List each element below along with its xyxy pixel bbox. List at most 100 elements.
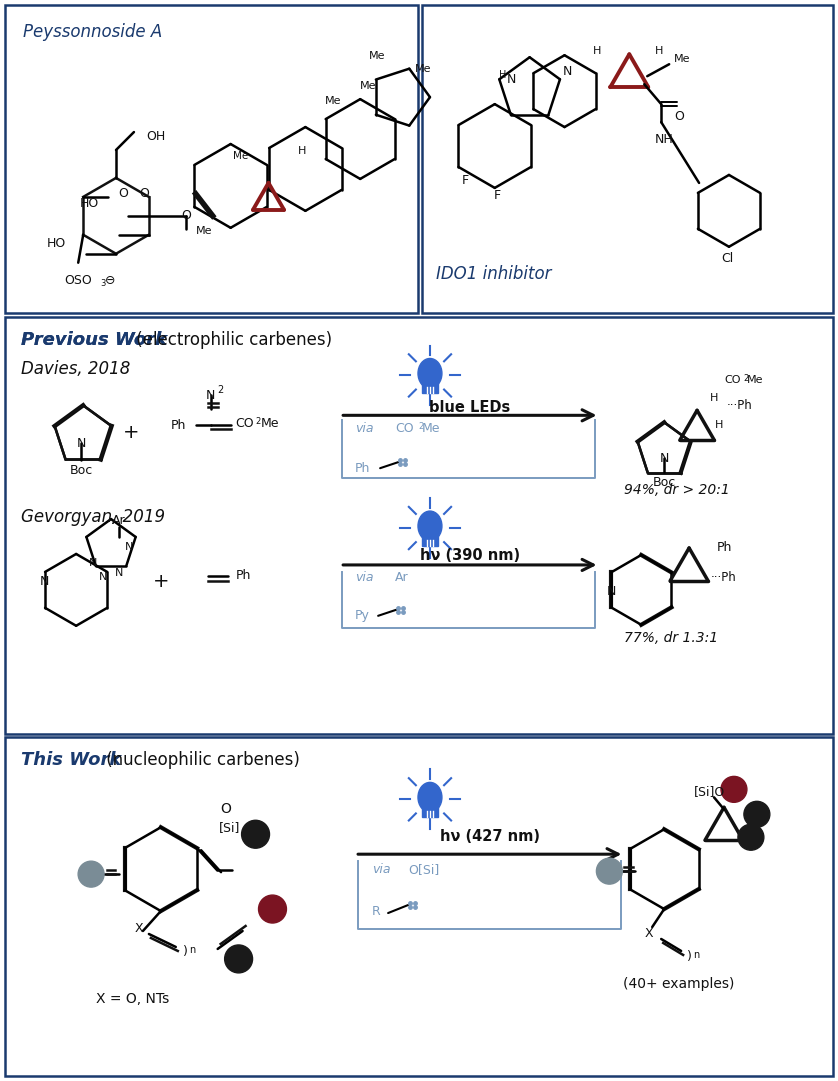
Text: Me: Me [196,226,212,236]
Bar [422,536,438,546]
Text: F: F [461,174,468,187]
Ellipse shape [597,858,623,884]
Text: Me: Me [233,151,248,161]
Text: N: N [607,586,616,599]
Text: X = O, NTs: X = O, NTs [96,992,169,1005]
Text: [Si]: [Si] [219,820,240,833]
Text: Me: Me [415,64,432,75]
Text: ···Ph: ···Ph [711,572,737,585]
Text: ⊖: ⊖ [105,275,116,288]
Text: HO: HO [47,237,66,251]
Text: Ph: Ph [235,570,251,583]
Text: via: via [355,422,374,435]
Text: ···Ph: ···Ph [727,399,753,412]
Text: N: N [76,437,85,450]
Text: H: H [655,46,664,56]
Text: O: O [181,210,191,223]
Text: 2: 2 [418,423,423,431]
Bar [422,384,438,393]
Text: 2: 2 [743,374,748,384]
Text: hν (427 nm): hν (427 nm) [440,829,540,844]
Text: 2: 2 [218,385,224,396]
Text: Ph: Ph [355,462,370,475]
Text: via: via [355,572,374,585]
Text: CO: CO [724,375,741,386]
Text: Davies, 2018: Davies, 2018 [21,360,131,378]
Text: H: H [298,146,307,156]
Ellipse shape [418,359,442,388]
Text: N: N [39,575,49,588]
Text: 94%, dr > 20:1: 94%, dr > 20:1 [624,483,730,497]
Ellipse shape [738,825,764,850]
Bar [5,317,833,734]
Text: O[Si]: O[Si] [408,863,439,876]
Ellipse shape [78,862,104,888]
Text: N: N [89,558,97,568]
Text: F: F [494,189,501,202]
Text: Ar: Ar [112,513,126,526]
Text: Me: Me [325,96,342,106]
Text: H: H [593,46,602,56]
Text: H: H [710,393,718,403]
Bar [5,5,418,312]
Text: Ph: Ph [717,542,732,555]
Text: Ph: Ph [170,418,186,431]
Text: n: n [189,945,195,955]
Ellipse shape [744,801,770,827]
Text: N: N [206,389,215,402]
Text: Cl: Cl [721,252,733,265]
Bar [422,5,833,312]
Text: NH: NH [654,133,674,146]
Text: Previous Work: Previous Work [21,331,168,348]
Ellipse shape [259,895,287,923]
Text: N: N [507,72,516,85]
Text: Me: Me [261,417,279,430]
Text: H: H [715,421,723,430]
Text: Ar: Ar [395,572,409,585]
Ellipse shape [721,776,747,802]
Text: via: via [372,863,391,876]
Text: Me: Me [747,375,763,386]
Text: CO: CO [395,422,414,435]
Text: N: N [99,572,107,582]
Text: N: N [115,568,123,578]
Text: HO: HO [80,198,99,211]
Text: Previous Work: Previous Work [21,331,168,348]
Text: N: N [563,65,572,78]
Ellipse shape [418,511,442,540]
Text: blue LEDs: blue LEDs [429,400,510,415]
Text: R: R [372,905,381,918]
Text: OH: OH [146,130,165,143]
Text: Boc: Boc [653,476,675,489]
Text: X: X [135,922,143,935]
Text: Gevorgyan, 2019: Gevorgyan, 2019 [21,508,165,526]
Text: 77%, dr 1.3:1: 77%, dr 1.3:1 [624,630,718,644]
Text: Me: Me [674,54,691,64]
Text: Me: Me [422,422,441,435]
Text: O: O [118,187,128,200]
Text: hν (390 nm): hν (390 nm) [420,548,520,563]
Bar [5,737,833,1076]
Text: 2: 2 [256,417,261,426]
Text: Peyssonnoside A: Peyssonnoside A [23,24,163,41]
Text: CO: CO [235,417,254,430]
Text: n: n [693,950,700,960]
Text: This Work: This Work [21,751,122,770]
Text: +: + [122,423,139,442]
Text: X: X [645,927,654,940]
Text: Me: Me [369,51,385,62]
Text: (40+ examples): (40+ examples) [623,977,735,991]
Text: H: H [499,70,507,80]
Text: N: N [125,542,133,552]
Text: [Si]O: [Si]O [694,785,726,798]
Ellipse shape [418,783,442,812]
Text: IDO1 inhibitor: IDO1 inhibitor [436,265,551,283]
Text: Me: Me [360,81,377,91]
Text: O: O [139,187,149,200]
Text: Boc: Boc [70,464,93,477]
Text: O: O [220,802,231,816]
Text: +: + [153,573,169,591]
Ellipse shape [241,820,270,849]
Text: 3: 3 [101,279,106,289]
Bar [422,808,438,817]
